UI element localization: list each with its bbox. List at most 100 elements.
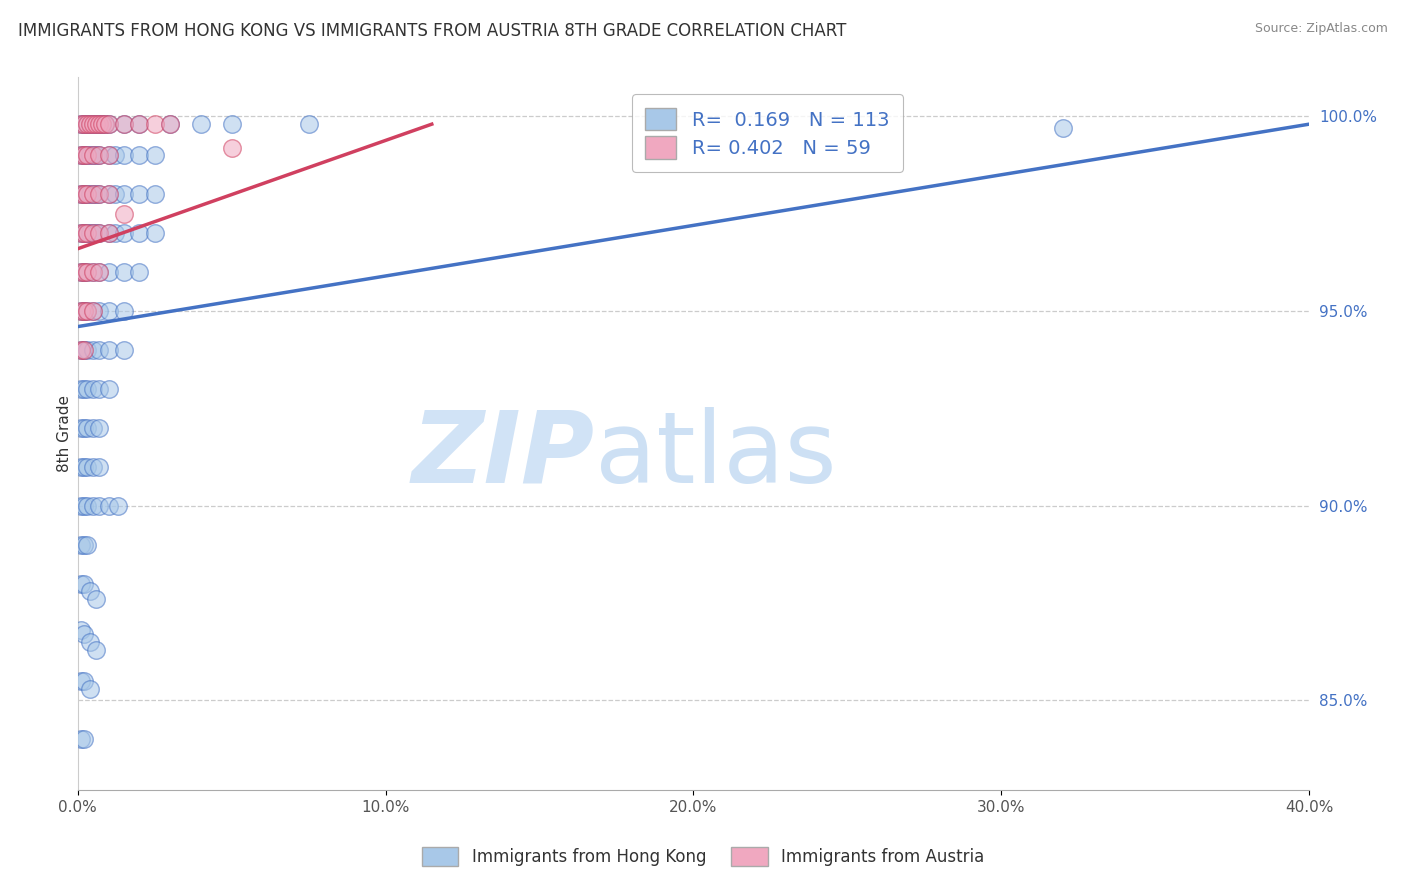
Point [89,226,111,240]
Point [84,117,107,131]
Point [143,117,166,131]
Point [79,226,101,240]
Point [82,148,104,162]
Text: IMMIGRANTS FROM HONG KONG VS IMMIGRANTS FROM AUSTRIA 8TH GRADE CORRELATION CHART: IMMIGRANTS FROM HONG KONG VS IMMIGRANTS … [18,22,846,40]
Point [94,117,117,131]
Point [69,117,91,131]
Point [89,304,111,318]
Point [69,673,91,688]
Point [143,226,166,240]
Point [159,117,181,131]
Point [82,117,104,131]
Point [84,592,107,607]
Point [97,382,120,396]
Point [84,642,107,657]
Point [73,265,96,279]
Point [89,265,111,279]
Point [73,148,96,162]
Point [112,304,135,318]
Point [73,187,96,202]
Point [73,538,96,552]
Point [112,265,135,279]
Point [84,117,107,131]
Point [1052,121,1074,136]
Point [69,382,91,396]
Point [112,117,135,131]
Legend: R=  0.169   N = 113, R= 0.402   N = 59: R= 0.169 N = 113, R= 0.402 N = 59 [631,95,903,172]
Point [82,265,104,279]
Point [84,226,107,240]
Point [73,499,96,513]
Point [69,187,91,202]
Point [112,343,135,357]
Point [76,304,98,318]
Point [89,117,111,131]
Point [76,265,98,279]
Point [112,117,135,131]
Point [76,459,98,474]
Point [190,117,212,131]
Point [159,117,181,131]
Point [112,148,135,162]
Point [84,187,107,202]
Point [69,459,91,474]
Point [89,148,111,162]
Point [143,187,166,202]
Point [89,117,111,131]
Point [69,421,91,435]
Point [82,459,104,474]
Point [104,148,127,162]
Point [82,265,104,279]
Point [221,140,243,154]
Point [221,117,243,131]
Point [82,343,104,357]
Point [69,732,91,747]
Point [97,226,120,240]
Point [97,499,120,513]
Point [69,304,91,318]
Point [69,187,91,202]
Point [73,265,96,279]
Point [76,187,98,202]
Point [76,499,98,513]
Point [89,226,111,240]
Point [76,187,98,202]
Point [73,343,96,357]
Point [112,207,135,221]
Point [298,117,321,131]
Point [69,265,91,279]
Point [89,187,111,202]
Point [97,148,120,162]
Y-axis label: 8th Grade: 8th Grade [58,395,72,472]
Point [76,538,98,552]
Point [82,304,104,318]
Point [128,226,150,240]
Point [82,148,104,162]
Legend: Immigrants from Hong Kong, Immigrants from Austria: Immigrants from Hong Kong, Immigrants fr… [413,838,993,875]
Point [97,187,120,202]
Point [69,538,91,552]
Point [82,499,104,513]
Point [82,187,104,202]
Point [69,499,91,513]
Point [89,421,111,435]
Point [89,382,111,396]
Point [112,226,135,240]
Point [79,187,101,202]
Point [97,343,120,357]
Point [91,117,114,131]
Point [79,635,101,649]
Point [73,226,96,240]
Point [82,304,104,318]
Point [104,226,127,240]
Point [76,226,98,240]
Point [128,148,150,162]
Point [73,343,96,357]
Point [128,265,150,279]
Point [69,226,91,240]
Point [76,343,98,357]
Point [89,265,111,279]
Point [91,117,114,131]
Point [97,226,120,240]
Point [97,187,120,202]
